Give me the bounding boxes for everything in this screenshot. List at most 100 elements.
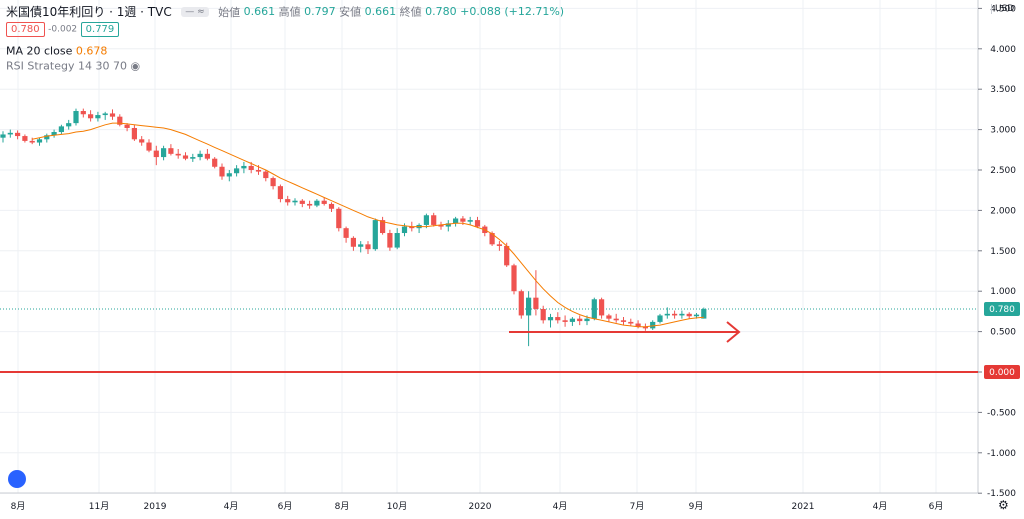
candle-body bbox=[628, 321, 634, 324]
candle-body bbox=[540, 308, 546, 321]
candle-body bbox=[445, 223, 451, 227]
ma-indicator-row[interactable]: MA 20 close 0.678 bbox=[6, 44, 107, 58]
candle-body bbox=[380, 220, 386, 234]
candle-body bbox=[358, 244, 364, 247]
candle-body bbox=[124, 124, 130, 128]
open-label: 始値 bbox=[218, 5, 241, 19]
x-tick-label: 4月 bbox=[224, 501, 239, 512]
high-value: 0.797 bbox=[304, 5, 336, 18]
candle-body bbox=[109, 113, 116, 117]
x-tick-label: 7月 bbox=[630, 501, 645, 512]
candle-body bbox=[460, 218, 466, 222]
y-tick-label: 3.000 bbox=[990, 126, 1016, 136]
x-tick-label: 4月 bbox=[553, 501, 568, 512]
y-tick-label: 1.500 bbox=[990, 247, 1016, 257]
low-value: 0.661 bbox=[364, 5, 397, 18]
candle-body bbox=[7, 132, 13, 135]
x-tick-label: 9月 bbox=[689, 501, 704, 512]
change-value: +0.088 (+12.71%) bbox=[460, 5, 565, 18]
y-tick-label: -1.500 bbox=[987, 489, 1016, 499]
candle-body bbox=[36, 139, 43, 143]
currency-label[interactable]: USD bbox=[991, 4, 1014, 14]
candle-body bbox=[15, 132, 21, 137]
tradingview-logo-icon[interactable] bbox=[8, 470, 26, 488]
candle-body bbox=[204, 153, 210, 159]
rsi-label: RSI Strategy 14 30 70 bbox=[6, 59, 127, 73]
rsi-indicator-row[interactable]: RSI Strategy 14 30 70 ◉ bbox=[6, 59, 140, 73]
candle-body bbox=[277, 186, 283, 200]
candle-body bbox=[343, 228, 349, 238]
low-label: 安値 bbox=[339, 5, 362, 19]
candle-body bbox=[642, 326, 648, 329]
candle-body bbox=[226, 173, 232, 177]
candle-body bbox=[80, 111, 86, 115]
candle-body bbox=[372, 220, 378, 250]
bid-button[interactable]: 0.780 bbox=[6, 22, 45, 37]
candle-body bbox=[58, 126, 64, 133]
last-price-badge bbox=[984, 301, 1020, 316]
eye-icon[interactable]: ◉ bbox=[130, 59, 141, 73]
y-tick-label: 4.500 bbox=[990, 4, 1016, 14]
candle-body bbox=[153, 150, 159, 158]
candle-body bbox=[613, 318, 619, 321]
x-tick-label: 8月 bbox=[335, 501, 350, 512]
candle-body bbox=[569, 318, 575, 322]
y-tick-label: 2.000 bbox=[990, 206, 1016, 216]
ma-value: 0.678 bbox=[75, 44, 108, 58]
candle-body bbox=[51, 132, 57, 136]
candle-body bbox=[701, 308, 707, 319]
candle-body bbox=[401, 226, 408, 234]
close-label: 終値 bbox=[399, 5, 422, 19]
candle-body bbox=[409, 226, 415, 229]
ma-line bbox=[32, 122, 704, 328]
candle-body bbox=[599, 299, 605, 316]
y-tick-label: 4.000 bbox=[990, 45, 1016, 55]
candle-body bbox=[314, 200, 320, 206]
candle-body bbox=[73, 111, 79, 124]
candle-body bbox=[365, 244, 371, 250]
candle-body bbox=[489, 233, 495, 245]
candle-body bbox=[102, 113, 108, 116]
candle-body bbox=[664, 313, 670, 316]
gear-icon[interactable]: ⚙ bbox=[998, 498, 1009, 512]
y-tick-label: 2.500 bbox=[990, 166, 1016, 176]
y-tick-label: 3.500 bbox=[990, 85, 1016, 95]
candle-body bbox=[95, 115, 101, 119]
symbol-title: 米国債10年利回り · 1週 · TVC bbox=[6, 5, 172, 19]
candle-body bbox=[620, 320, 627, 322]
arrow-head bbox=[726, 321, 741, 343]
candle-body bbox=[518, 291, 524, 316]
zero-price-badge bbox=[984, 365, 1020, 379]
candle-body bbox=[474, 220, 481, 227]
candle-body bbox=[555, 317, 561, 321]
candle-body bbox=[336, 208, 342, 229]
candle-body bbox=[350, 237, 356, 247]
candle-body bbox=[219, 166, 225, 177]
symbol-header: 米国債10年利回り · 1週 · TVC — ≈ 始値 0.661 高値 0.7… bbox=[6, 3, 564, 20]
candle-body bbox=[577, 318, 583, 322]
candle-body bbox=[285, 199, 291, 203]
candle-body bbox=[175, 153, 181, 156]
candle-body bbox=[139, 139, 145, 143]
ask-button[interactable]: 0.779 bbox=[80, 22, 120, 37]
x-tick-label: 4月 bbox=[873, 501, 888, 512]
candle-body bbox=[533, 297, 539, 309]
spread-value: -0.002 bbox=[48, 24, 78, 35]
candle-body bbox=[197, 153, 203, 158]
candle-body bbox=[255, 170, 262, 172]
visibility-toggle[interactable]: — ≈ bbox=[181, 6, 209, 17]
candle-body bbox=[431, 215, 437, 225]
bid-ask-row: 0.780 -0.002 0.779 bbox=[6, 22, 120, 37]
candle-body bbox=[438, 224, 444, 227]
candle-body bbox=[212, 158, 218, 167]
candle-body bbox=[146, 142, 152, 151]
candle-body bbox=[44, 135, 50, 140]
open-value: 0.661 bbox=[243, 5, 276, 18]
y-tick-label: -1.000 bbox=[987, 449, 1016, 459]
ma-label: MA 20 close bbox=[6, 44, 73, 58]
candle-body bbox=[584, 318, 590, 322]
candle-body bbox=[394, 233, 400, 248]
x-tick-label: 8月 bbox=[11, 501, 26, 512]
